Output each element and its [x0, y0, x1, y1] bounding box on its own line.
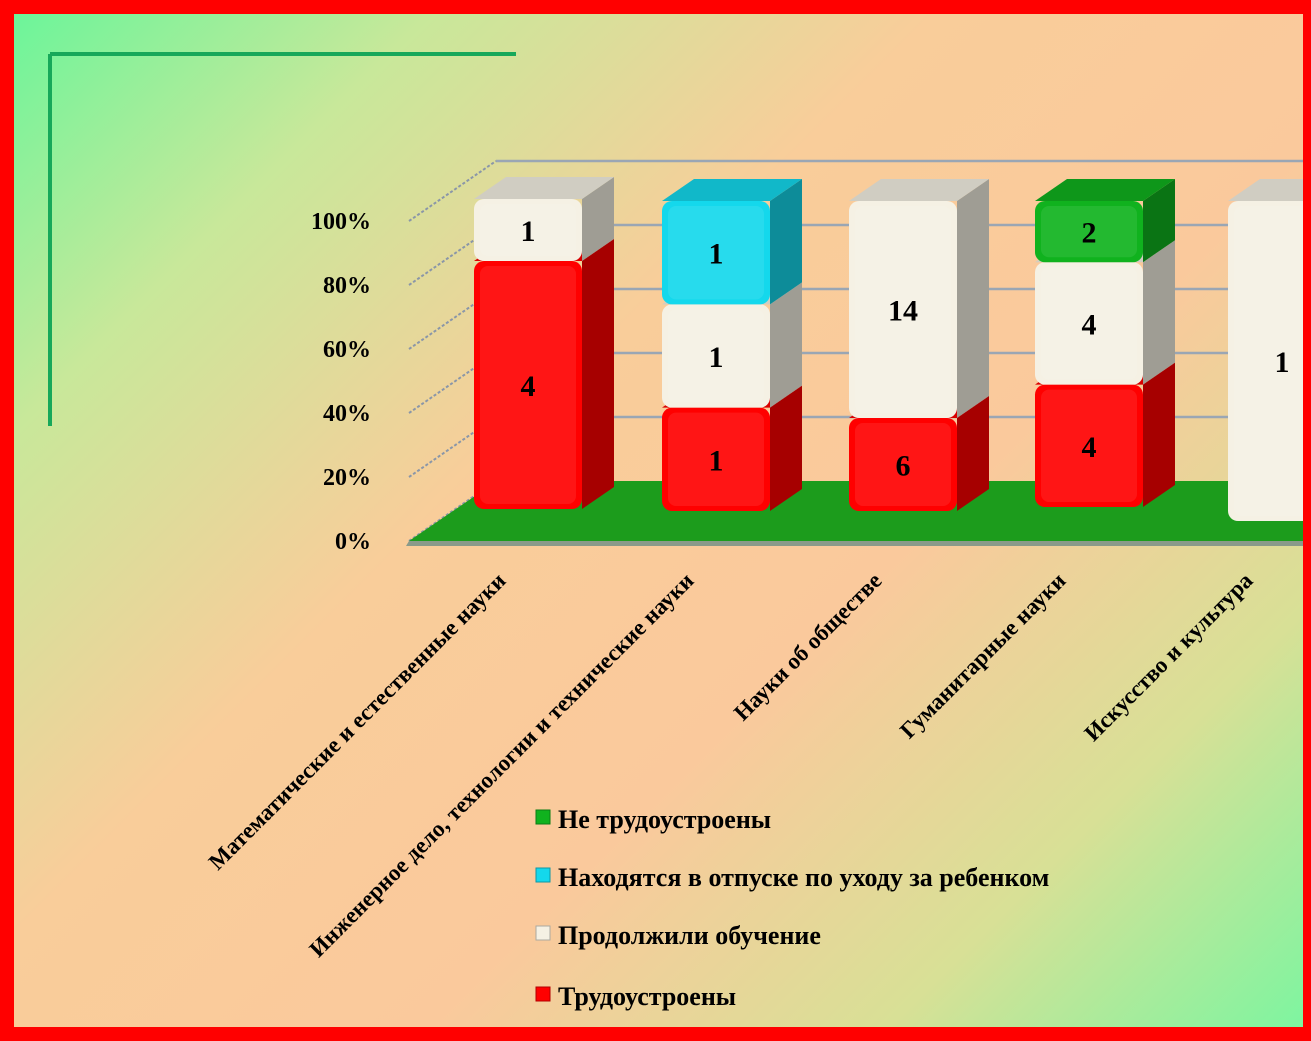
data-label: 4	[1082, 308, 1097, 341]
y-tick-label: 0%	[335, 529, 371, 555]
bar-segment: 1	[474, 177, 614, 261]
data-label: 2	[1082, 217, 1097, 250]
bar-side	[1143, 240, 1175, 385]
y-tick-label: 100%	[311, 209, 371, 235]
bar-highlight	[668, 412, 764, 506]
bar-front	[662, 201, 770, 305]
bar-highlight	[855, 423, 951, 506]
stacked-3d-bar-chart: 0% 20% 40% 60% 80% 100% 4 1 1 1 1 6 14 4 4 2 1 Математиче…	[48, 52, 1303, 1011]
bar-side	[1143, 362, 1175, 507]
chart-floor-edge	[406, 541, 1303, 546]
y-axis: 0% 20% 40% 60% 80% 100%	[311, 209, 371, 555]
bar-front	[1228, 201, 1303, 521]
bar-top	[662, 179, 802, 201]
x-category-label: Гуманитарные науки	[895, 568, 1070, 743]
bar-front	[1035, 384, 1143, 507]
y-tick-label: 60%	[323, 337, 371, 363]
bar-top	[849, 179, 989, 201]
bar-highlight	[855, 206, 951, 413]
bar-front	[662, 304, 770, 408]
bar-front	[474, 261, 582, 509]
x-category-label: Математические и естественные науки	[204, 568, 511, 875]
data-label: 6	[896, 450, 911, 483]
bar-top	[474, 177, 614, 199]
data-label: 4	[1082, 431, 1097, 464]
legend-swatch	[535, 925, 551, 941]
bar-segment: 1	[662, 179, 802, 305]
bar-segment: 2	[1035, 179, 1175, 263]
bar-side	[770, 385, 802, 511]
bar-side	[582, 239, 614, 509]
grid-side-line	[408, 480, 497, 542]
y-tick-label: 40%	[323, 401, 371, 427]
bar-front	[1035, 201, 1143, 263]
bar-front	[849, 418, 957, 511]
data-label: 1	[709, 341, 724, 374]
legend-item: Трудоустроены	[535, 982, 736, 1011]
bar-top	[1228, 179, 1303, 201]
bars: 4 1 1 1 1 6 14 4 4 2 1	[474, 177, 1303, 521]
legend-label: Не трудоустроены	[558, 805, 771, 834]
bar-highlight	[480, 266, 576, 504]
bar-side	[770, 282, 802, 408]
bar-side	[1143, 179, 1175, 263]
bar-top	[1035, 179, 1175, 201]
x-axis: Математические и естественные наукиИнжен…	[204, 568, 1258, 962]
bar-highlight	[1041, 389, 1137, 502]
corner-accent	[48, 52, 516, 426]
data-label: 1	[709, 238, 724, 271]
bar-highlight	[1041, 206, 1137, 258]
legend-label: Находятся в отпуске по уходу за ребенком	[558, 863, 1049, 892]
legend-label: Трудоустроены	[558, 982, 736, 1011]
bar-front	[474, 199, 582, 261]
legend-swatch	[535, 986, 551, 1002]
data-label: 1	[521, 215, 536, 248]
bar-highlight	[668, 206, 764, 300]
grid-side-line	[408, 288, 497, 350]
y-tick-label: 20%	[323, 465, 371, 491]
legend-item: Не трудоустроены	[535, 805, 771, 834]
bar-highlight	[668, 309, 764, 403]
grid-side-line	[408, 224, 497, 286]
bar-side	[957, 179, 989, 418]
bar-segment: 14	[849, 179, 989, 418]
bar-front	[849, 201, 957, 418]
data-label: 1	[709, 444, 724, 477]
grid-side-line	[408, 352, 497, 414]
data-label: 14	[888, 295, 918, 328]
legend-swatch	[535, 867, 551, 883]
y-tick-label: 80%	[323, 273, 371, 299]
x-category-label: Науки об обществе	[729, 568, 887, 726]
bar-front	[1035, 262, 1143, 385]
x-category-label: Искусство и культура	[1079, 568, 1257, 746]
bar-highlight	[480, 204, 576, 256]
bar-front	[662, 407, 770, 511]
grid-side-line	[408, 160, 497, 222]
bar-segment: 4	[474, 239, 614, 509]
bar-highlight	[1234, 206, 1303, 516]
x-category-label: Инженерное дело, технологии и технически…	[304, 568, 698, 962]
bar-segment: 1	[1228, 179, 1303, 521]
bar-side	[957, 396, 989, 511]
legend-label: Продолжили обучение	[558, 921, 821, 950]
legend-item: Продолжили обучение	[535, 921, 821, 950]
legend: Не трудоустроены Находятся в отпуске по у…	[535, 805, 1049, 1011]
legend-swatch	[535, 809, 551, 825]
bar-highlight	[1041, 267, 1137, 380]
data-label: 4	[521, 370, 536, 403]
legend-item: Находятся в отпуске по уходу за ребенком	[535, 863, 1049, 892]
grid-side-line	[408, 416, 497, 478]
data-label: 1	[1275, 346, 1290, 379]
bar-side	[582, 177, 614, 261]
bar-side	[770, 179, 802, 305]
